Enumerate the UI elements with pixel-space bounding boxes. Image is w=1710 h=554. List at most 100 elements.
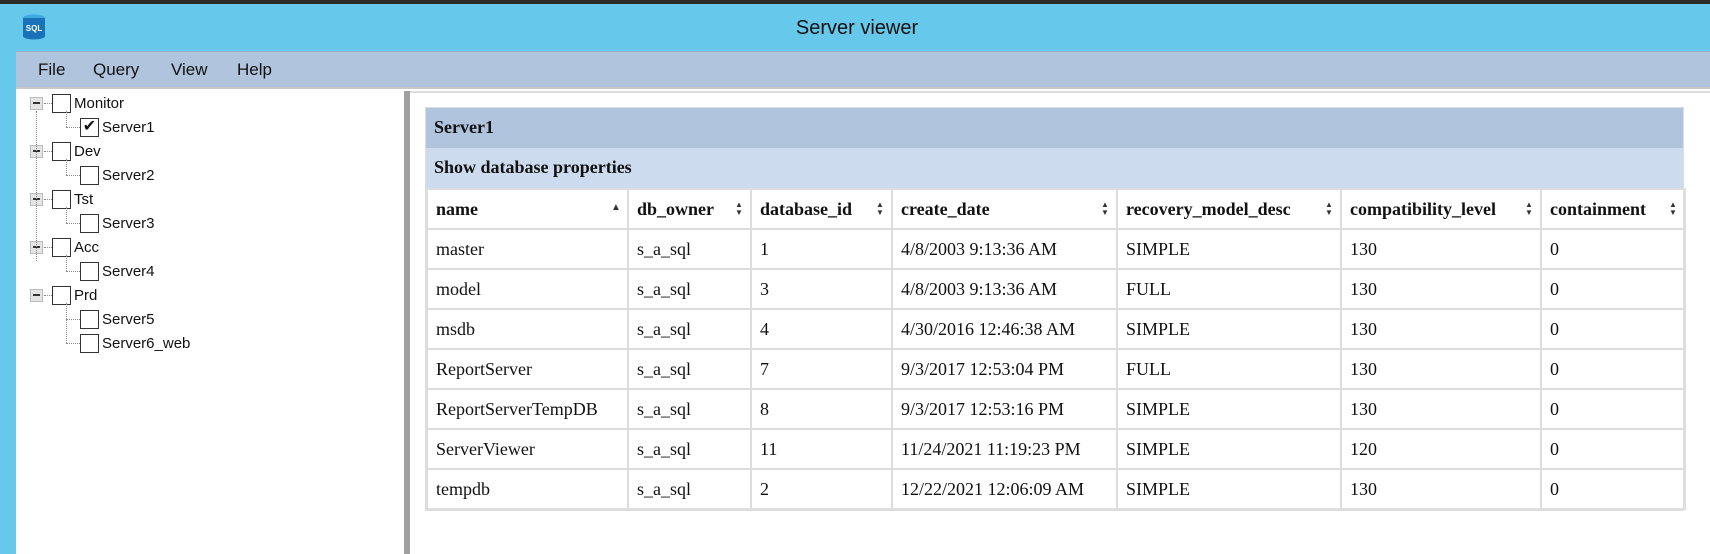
tree-connector xyxy=(66,159,67,175)
tree-server[interactable]: Server5 xyxy=(16,307,396,331)
table-cell: 1 xyxy=(750,228,893,270)
tree-connector xyxy=(44,295,52,296)
server-tree[interactable]: Monitor ✔ Server1 Dev Server2 Tst Server… xyxy=(16,91,404,554)
tree-group[interactable]: Acc xyxy=(16,235,396,259)
tree-server[interactable]: Server2 xyxy=(16,163,396,187)
column-header-db-owner[interactable]: db_owner ▲ ▼ xyxy=(627,188,752,230)
tree-connector xyxy=(66,255,67,271)
tree-group[interactable]: Tst xyxy=(16,187,396,211)
tree-server[interactable]: ✔ Server1 xyxy=(16,115,396,139)
column-label: db_owner xyxy=(637,198,715,219)
column-label: containment xyxy=(1550,198,1646,219)
column-header-database-id[interactable]: database_id ▲ ▼ xyxy=(750,188,893,230)
table-cell: SIMPLE xyxy=(1116,428,1342,470)
table-cell: 11/24/2021 11:19:23 PM xyxy=(891,428,1118,470)
tree-group[interactable]: Monitor xyxy=(16,91,396,115)
tree-server[interactable]: Server3 xyxy=(16,211,396,235)
column-header-containment[interactable]: containment ▲ ▼ xyxy=(1540,188,1686,230)
tree-connector xyxy=(66,271,80,272)
column-label: database_id xyxy=(760,198,853,219)
server-checkbox[interactable] xyxy=(80,213,99,233)
table-cell: 0 xyxy=(1540,228,1686,270)
table-cell: 0 xyxy=(1540,308,1686,350)
menu-help[interactable]: Help xyxy=(237,60,272,79)
tree-connector xyxy=(66,319,80,320)
collapse-icon[interactable] xyxy=(30,288,43,302)
server-label: Server2 xyxy=(102,166,155,184)
column-header-name[interactable]: name ▲ xyxy=(426,188,629,230)
table-cell: 130 xyxy=(1340,308,1542,350)
sort-icon[interactable]: ▲ ▼ xyxy=(1101,200,1109,217)
table-row[interactable]: ReportServerTempDB s_a_sql 8 9/3/2017 12:53… xyxy=(426,388,1686,430)
menu-query[interactable]: Query xyxy=(93,60,140,79)
column-header-compatibility-level[interactable]: compatibility_level ▲ ▼ xyxy=(1340,188,1542,230)
grid-subtitle: Show database properties xyxy=(426,148,1683,188)
table-cell: FULL xyxy=(1116,348,1342,390)
server-label: Server4 xyxy=(102,262,155,280)
tree-group[interactable]: Dev xyxy=(16,139,396,163)
table-row[interactable]: ServerViewer s_a_sql 11 11/24/2021 11:19:23… xyxy=(426,428,1686,470)
title-bar: SQL Server viewer xyxy=(0,4,1710,51)
table-cell: s_a_sql xyxy=(627,468,752,510)
sort-icon[interactable]: ▲ ▼ xyxy=(1325,200,1333,217)
column-header-recovery-model-desc[interactable]: recovery_model_desc ▲ ▼ xyxy=(1116,188,1342,230)
column-label: name xyxy=(436,198,478,219)
table-cell: 2 xyxy=(750,468,893,510)
table-row[interactable]: master s_a_sql 1 4/8/2003 9:13:36 AM SIMPLE 1… xyxy=(426,228,1686,270)
menu-view[interactable]: View xyxy=(171,60,208,79)
sort-ascending-icon[interactable]: ▲ xyxy=(611,202,621,213)
server-checkbox[interactable] xyxy=(80,165,99,185)
table-row[interactable]: ReportServer s_a_sql 7 9/3/2017 12:53:04 PM… xyxy=(426,348,1686,390)
table-cell: 0 xyxy=(1540,388,1686,430)
table-cell: model xyxy=(426,268,629,310)
server-checkbox[interactable] xyxy=(80,333,99,353)
table-cell: 0 xyxy=(1540,428,1686,470)
group-checkbox[interactable] xyxy=(52,189,71,209)
tree-connector xyxy=(66,175,80,176)
table-cell: msdb xyxy=(426,308,629,350)
group-checkbox[interactable] xyxy=(52,93,71,113)
sort-icon[interactable]: ▲ ▼ xyxy=(1669,200,1677,217)
column-label: recovery_model_desc xyxy=(1126,198,1291,219)
group-checkbox[interactable] xyxy=(52,285,71,305)
tree-connector xyxy=(44,151,52,152)
sort-icon[interactable]: ▲ ▼ xyxy=(1525,200,1533,217)
table-cell: 120 xyxy=(1340,428,1542,470)
table-cell: SIMPLE xyxy=(1116,228,1342,270)
tree-server[interactable]: Server6_web xyxy=(16,331,396,355)
server-label: Server5 xyxy=(102,310,155,328)
splitter[interactable] xyxy=(404,91,410,554)
table-row[interactable]: tempdb s_a_sql 2 12/22/2021 12:06:09 AM SIMP… xyxy=(426,468,1686,510)
table-cell: 11 xyxy=(750,428,893,470)
tree-connector xyxy=(66,303,67,343)
table-cell: 3 xyxy=(750,268,893,310)
table-row[interactable]: msdb s_a_sql 4 4/30/2016 12:46:38 AM SIMPLE 1… xyxy=(426,308,1686,350)
table-cell: 4 xyxy=(750,308,893,350)
table-cell: 9/3/2017 12:53:16 PM xyxy=(891,388,1118,430)
table-cell: s_a_sql xyxy=(627,348,752,390)
group-checkbox[interactable] xyxy=(52,237,71,257)
window-title: Server viewer xyxy=(795,17,919,39)
sort-icon[interactable]: ▲ ▼ xyxy=(876,200,884,217)
tree-server[interactable]: Server4 xyxy=(16,259,396,283)
tree-connector xyxy=(66,127,80,128)
server-label: Server1 xyxy=(102,118,155,136)
svg-text:SQL: SQL xyxy=(26,24,43,33)
table-row[interactable]: model s_a_sql 3 4/8/2003 9:13:36 AM FULL 130 0 xyxy=(426,268,1686,310)
sql-database-icon: SQL xyxy=(23,14,45,40)
server-checkbox[interactable] xyxy=(80,309,99,329)
column-label: compatibility_level xyxy=(1350,198,1496,219)
table-cell: 9/3/2017 12:53:04 PM xyxy=(891,348,1118,390)
group-checkbox[interactable] xyxy=(52,141,71,161)
table-cell: ServerViewer xyxy=(426,428,629,470)
collapse-icon[interactable] xyxy=(30,96,43,110)
server-checkbox[interactable]: ✔ xyxy=(80,117,99,137)
menu-file[interactable]: File xyxy=(38,60,66,79)
sort-icon[interactable]: ▲ ▼ xyxy=(735,200,743,217)
column-header-create-date[interactable]: create_date ▲ ▼ xyxy=(891,188,1118,230)
tree-group[interactable]: Prd xyxy=(16,283,396,307)
table-cell: SIMPLE xyxy=(1116,468,1342,510)
tree-connector xyxy=(44,199,52,200)
server-checkbox[interactable] xyxy=(80,261,99,281)
group-label: Acc xyxy=(74,238,100,256)
